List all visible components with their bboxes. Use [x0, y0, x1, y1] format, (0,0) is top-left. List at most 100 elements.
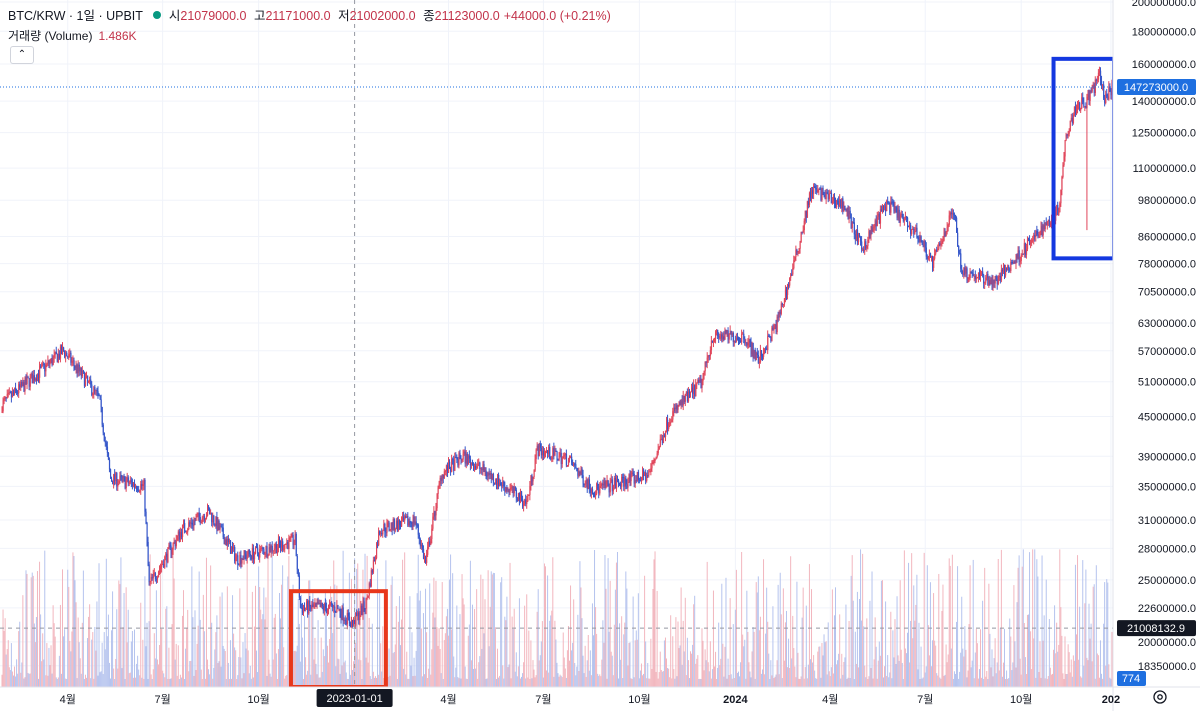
- candle-body: [191, 522, 193, 525]
- candle-body: [952, 213, 955, 215]
- symbol-title[interactable]: BTC/KRW · 1일 · UPBIT: [8, 9, 143, 23]
- candle-body: [339, 608, 341, 614]
- candle-body: [503, 481, 505, 487]
- candle-body: [320, 602, 322, 608]
- candle-body: [660, 438, 662, 440]
- candle-body: [792, 268, 794, 275]
- candle-body: [186, 531, 188, 533]
- candle-body: [747, 342, 749, 346]
- candle-body: [438, 483, 440, 488]
- candle-body: [961, 268, 963, 274]
- gear-icon[interactable]: [1150, 687, 1170, 707]
- candle-body: [271, 545, 273, 552]
- candle-body: [690, 391, 692, 393]
- candle-body: [966, 268, 968, 280]
- candle-body: [928, 253, 931, 257]
- candle-body: [513, 486, 515, 494]
- price-tick-label: 28000000.0: [1138, 543, 1196, 555]
- candle-body: [1018, 250, 1020, 263]
- candle-body: [282, 541, 284, 550]
- candle-body: [70, 352, 72, 363]
- candle-body: [500, 482, 502, 486]
- candle-body: [1082, 97, 1084, 103]
- candle-body: [1057, 204, 1059, 215]
- candle-body: [346, 612, 348, 625]
- candle-body: [377, 544, 379, 546]
- time-tick-label: 10월: [628, 693, 650, 706]
- candle-body: [590, 489, 593, 493]
- candle-body: [632, 472, 634, 475]
- candle-body: [258, 552, 260, 558]
- candle-body: [460, 458, 462, 461]
- candle-body: [714, 338, 716, 341]
- candle-body: [340, 613, 342, 620]
- volume-legend[interactable]: 거래량 (Volume) 1.486K: [8, 27, 137, 44]
- candle-body: [295, 533, 297, 557]
- collapse-legend-button[interactable]: ⌃: [10, 46, 34, 64]
- candle-body: [652, 462, 654, 464]
- candle-body: [528, 494, 530, 496]
- candle-body: [802, 230, 804, 233]
- candle-body: [315, 603, 317, 605]
- candle-body: [1070, 117, 1072, 121]
- candle-body: [936, 249, 938, 251]
- candle-body: [43, 363, 45, 365]
- candle-body: [601, 483, 603, 485]
- candle-body: [970, 272, 972, 274]
- candle-body: [177, 531, 179, 536]
- candle-body: [982, 271, 984, 276]
- candle-body: [587, 479, 589, 490]
- candle-body: [318, 603, 320, 605]
- candle-body: [662, 435, 665, 444]
- candle-body: [215, 516, 217, 526]
- candle-body: [618, 480, 620, 484]
- candle-body: [842, 198, 844, 212]
- candle-body: [642, 469, 644, 478]
- candle-body: [353, 618, 355, 625]
- candle-body: [149, 581, 151, 583]
- candle-body: [1016, 255, 1018, 259]
- candle-body: [821, 187, 823, 201]
- candle-body: [189, 522, 191, 524]
- candle-body: [1097, 72, 1100, 80]
- candle-body: [573, 463, 575, 466]
- candle-body: [1037, 234, 1039, 237]
- candle-body: [451, 459, 453, 472]
- candle-body: [741, 333, 743, 343]
- candle-body: [870, 226, 872, 236]
- candle-body: [455, 457, 457, 459]
- price-axis[interactable]: 200000000.0 180000000.0 160000000.0 1400000…: [1113, 0, 1200, 711]
- candle-body: [608, 485, 610, 493]
- candle-body: [505, 487, 507, 492]
- candle-body: [125, 481, 127, 489]
- candle-body: [585, 479, 587, 484]
- candle-body: [551, 456, 553, 460]
- candle-body: [1006, 267, 1008, 271]
- candle-body: [733, 341, 736, 343]
- candle-body: [464, 451, 466, 464]
- candle-body: [461, 459, 463, 461]
- candle-body: [504, 486, 506, 492]
- open-value: 21079000.0: [180, 9, 247, 23]
- candle-body: [580, 468, 582, 474]
- candle-body: [900, 214, 902, 216]
- candle-body: [783, 298, 786, 305]
- highlight-boxes: [288, 56, 1117, 689]
- price-tick-label: 180000000.0: [1132, 26, 1196, 38]
- candle-body: [626, 484, 628, 488]
- candle-body: [1041, 226, 1043, 236]
- candle-body: [218, 520, 220, 530]
- candle-body: [241, 559, 243, 564]
- candle-body: [688, 391, 691, 393]
- candle-body: [751, 342, 753, 354]
- candle-body: [106, 446, 109, 453]
- candle-body: [128, 482, 130, 484]
- candle-body: [962, 273, 964, 275]
- candle-body: [959, 252, 961, 254]
- candle-body: [330, 602, 332, 604]
- candle-body: [753, 349, 755, 359]
- candle-body: [905, 216, 908, 218]
- candle-body: [428, 541, 430, 547]
